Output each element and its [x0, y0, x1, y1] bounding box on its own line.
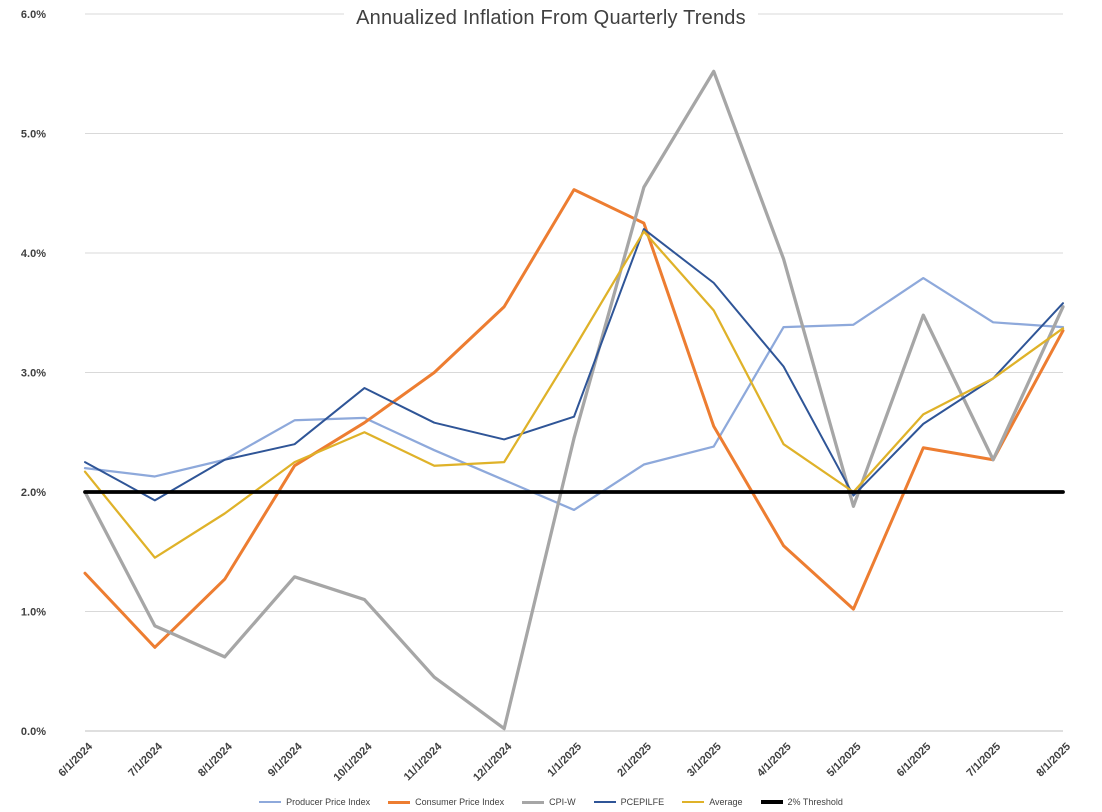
x-tick-label: 7/1/2024	[126, 740, 165, 779]
x-tick-label: 3/1/2025	[685, 741, 724, 780]
legend-line-swatch	[593, 801, 616, 803]
series-line-producer-price-index[interactable]	[83, 276, 1065, 512]
y-tick-label: 5.0%	[21, 129, 46, 141]
x-tick-label: 2/1/2025	[615, 741, 654, 780]
legend-label: Average	[709, 797, 743, 807]
series-line-pcepilfe[interactable]	[84, 228, 1064, 502]
legend-line-swatch	[760, 800, 783, 804]
legend-line-swatch	[259, 801, 282, 803]
legend-label: CPI-W	[549, 797, 576, 807]
legend-item-pcepilfe[interactable]: PCEPILFE	[593, 797, 665, 807]
x-tick-label: 4/1/2025	[755, 741, 794, 780]
series-line-consumer-price-index[interactable]	[83, 188, 1065, 649]
chart-title: Annualized Inflation From Quarterly Tren…	[0, 7, 1102, 30]
y-tick-label: 6.0%	[21, 9, 46, 21]
x-tick-label: 12/1/2024	[471, 740, 515, 784]
series-line-average[interactable]	[83, 230, 1065, 559]
legend-label: 2% Threshold	[787, 797, 843, 807]
legend-item-cpi-w[interactable]: CPI-W	[522, 797, 576, 807]
y-tick-label: 0.0%	[21, 726, 46, 738]
x-tick-label: 11/1/2024	[402, 740, 445, 783]
legend-item-2-percent-threshold[interactable]: 2% Threshold	[760, 797, 843, 807]
x-tick-label: 9/1/2024	[266, 740, 305, 779]
legend-line-swatch	[682, 801, 705, 803]
legend-label: Producer Price Index	[286, 797, 371, 807]
x-tick-label: 10/1/2024	[331, 740, 375, 784]
legend-label: Consumer Price Index	[415, 797, 505, 807]
series-line-cpi-w[interactable]	[83, 69, 1065, 731]
legend-item-producer-price-index[interactable]: Producer Price Index	[259, 797, 370, 807]
y-tick-label: 4.0%	[21, 248, 46, 260]
legend-label: PCEPILFE	[620, 797, 665, 807]
x-tick-label: 8/1/2024	[196, 740, 235, 779]
y-tick-label: 1.0%	[21, 607, 46, 619]
x-tick-label: 1/1/2025	[545, 741, 584, 780]
legend-item-average[interactable]: Average	[682, 797, 743, 807]
legend-line-swatch	[522, 800, 545, 804]
legend-line-swatch	[388, 800, 411, 804]
chart-title-text: Annualized Inflation From Quarterly Tren…	[344, 7, 758, 30]
x-tick-label: 8/1/2025	[1034, 741, 1073, 780]
x-tick-label: 6/1/2025	[895, 741, 934, 780]
y-tick-label: 3.0%	[21, 368, 46, 380]
legend-item-consumer-price-index[interactable]: Consumer Price Index	[388, 797, 504, 807]
x-tick-label: 6/1/2024	[56, 740, 95, 779]
x-tick-label: 5/1/2025	[825, 741, 864, 780]
chart-legend: Producer Price Index Consumer Price Inde…	[0, 797, 1102, 807]
x-tick-label: 7/1/2025	[964, 741, 1003, 780]
y-tick-label: 2.0%	[21, 487, 46, 499]
